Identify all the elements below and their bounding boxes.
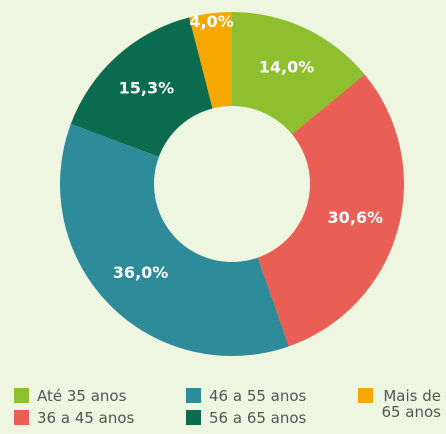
legend-item: 46 a 55 anos [186, 388, 358, 410]
legend-item: Mais de 65 anos [358, 388, 446, 432]
data-label: 15,3% [119, 78, 175, 97]
legend-label: 46 a 55 anos [209, 387, 307, 405]
legend-swatch [358, 388, 373, 403]
legend-label: 36 a 45 anos [37, 409, 135, 427]
legend-swatch [186, 410, 201, 425]
data-label: 36,0% [113, 263, 169, 282]
legend-swatch [14, 388, 29, 403]
slice [189, 12, 232, 109]
data-label: 4,0% [189, 12, 233, 31]
slice [232, 12, 365, 135]
slice [257, 74, 404, 347]
legend-label: 56 a 65 anos [209, 409, 307, 427]
legend-label: Até 35 anos [37, 387, 127, 405]
legend-label: Mais de 65 anos [381, 387, 441, 421]
legend-item: 56 a 65 anos [186, 410, 358, 432]
legend-swatch [14, 410, 29, 425]
slice [70, 17, 213, 157]
legend: Até 35 anos 36 a 45 anos 46 a 55 anos 56 a … [14, 388, 446, 432]
data-label: 14,0% [259, 58, 315, 77]
legend-swatch [186, 388, 201, 403]
legend-item: 36 a 45 anos [14, 410, 186, 432]
data-label: 30,6% [328, 208, 384, 227]
slice [59, 123, 289, 356]
chart: 14,0% 30,6% 36,0% 15,3% 4,0% [59, 12, 404, 356]
legend-item: Até 35 anos [14, 388, 186, 410]
